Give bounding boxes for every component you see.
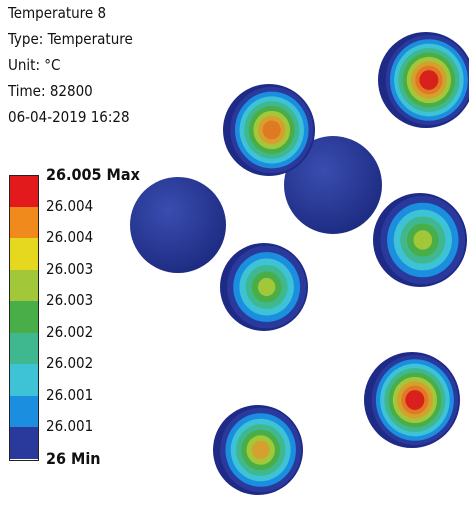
- legend-swatch: [10, 332, 38, 364]
- sphere-band: [405, 390, 425, 410]
- legend-frame: [9, 175, 39, 461]
- legend-label: 26.002: [46, 322, 94, 341]
- sphere-band: [413, 230, 433, 250]
- legend-swatch: [10, 269, 38, 301]
- legend-swatch: [10, 427, 38, 459]
- sphere: [223, 84, 315, 176]
- legend-label: 26.005 Max: [46, 165, 140, 184]
- legend-label: 26.003: [46, 259, 94, 278]
- sphere: [373, 193, 467, 287]
- legend-label: 26.004: [46, 196, 94, 215]
- info-line: Unit: °C: [8, 56, 61, 74]
- legend-swatch: [10, 395, 38, 427]
- legend-swatch: [10, 301, 38, 333]
- legend-swatch: [10, 364, 38, 396]
- legend-label: 26.001: [46, 385, 94, 404]
- info-line: 06-04-2019 16:28: [8, 108, 130, 126]
- info-line: Type: Temperature: [8, 30, 133, 48]
- sphere: [378, 32, 469, 128]
- sphere: [364, 352, 460, 448]
- info-line: Temperature 8: [8, 4, 107, 22]
- legend-swatch: [10, 206, 38, 238]
- sphere-band: [419, 70, 439, 90]
- sphere: [284, 136, 382, 234]
- sphere: [130, 177, 226, 273]
- legend-label: 26 Min: [46, 448, 101, 468]
- sphere-band: [257, 277, 276, 297]
- sphere-body: [284, 136, 382, 234]
- sphere-band: [251, 440, 270, 460]
- legend-swatch: [10, 175, 38, 207]
- sphere: [220, 243, 308, 331]
- legend-label: 26.003: [46, 291, 94, 309]
- legend-swatch: [10, 238, 38, 270]
- legend-label: 26.002: [46, 354, 94, 372]
- legend-label: 26.004: [46, 228, 94, 246]
- info-line: Time: 82800: [8, 82, 93, 100]
- sphere-body: [130, 177, 226, 273]
- legend-label: 26.001: [46, 417, 94, 435]
- sphere-band: [262, 120, 281, 140]
- sphere: [213, 405, 303, 495]
